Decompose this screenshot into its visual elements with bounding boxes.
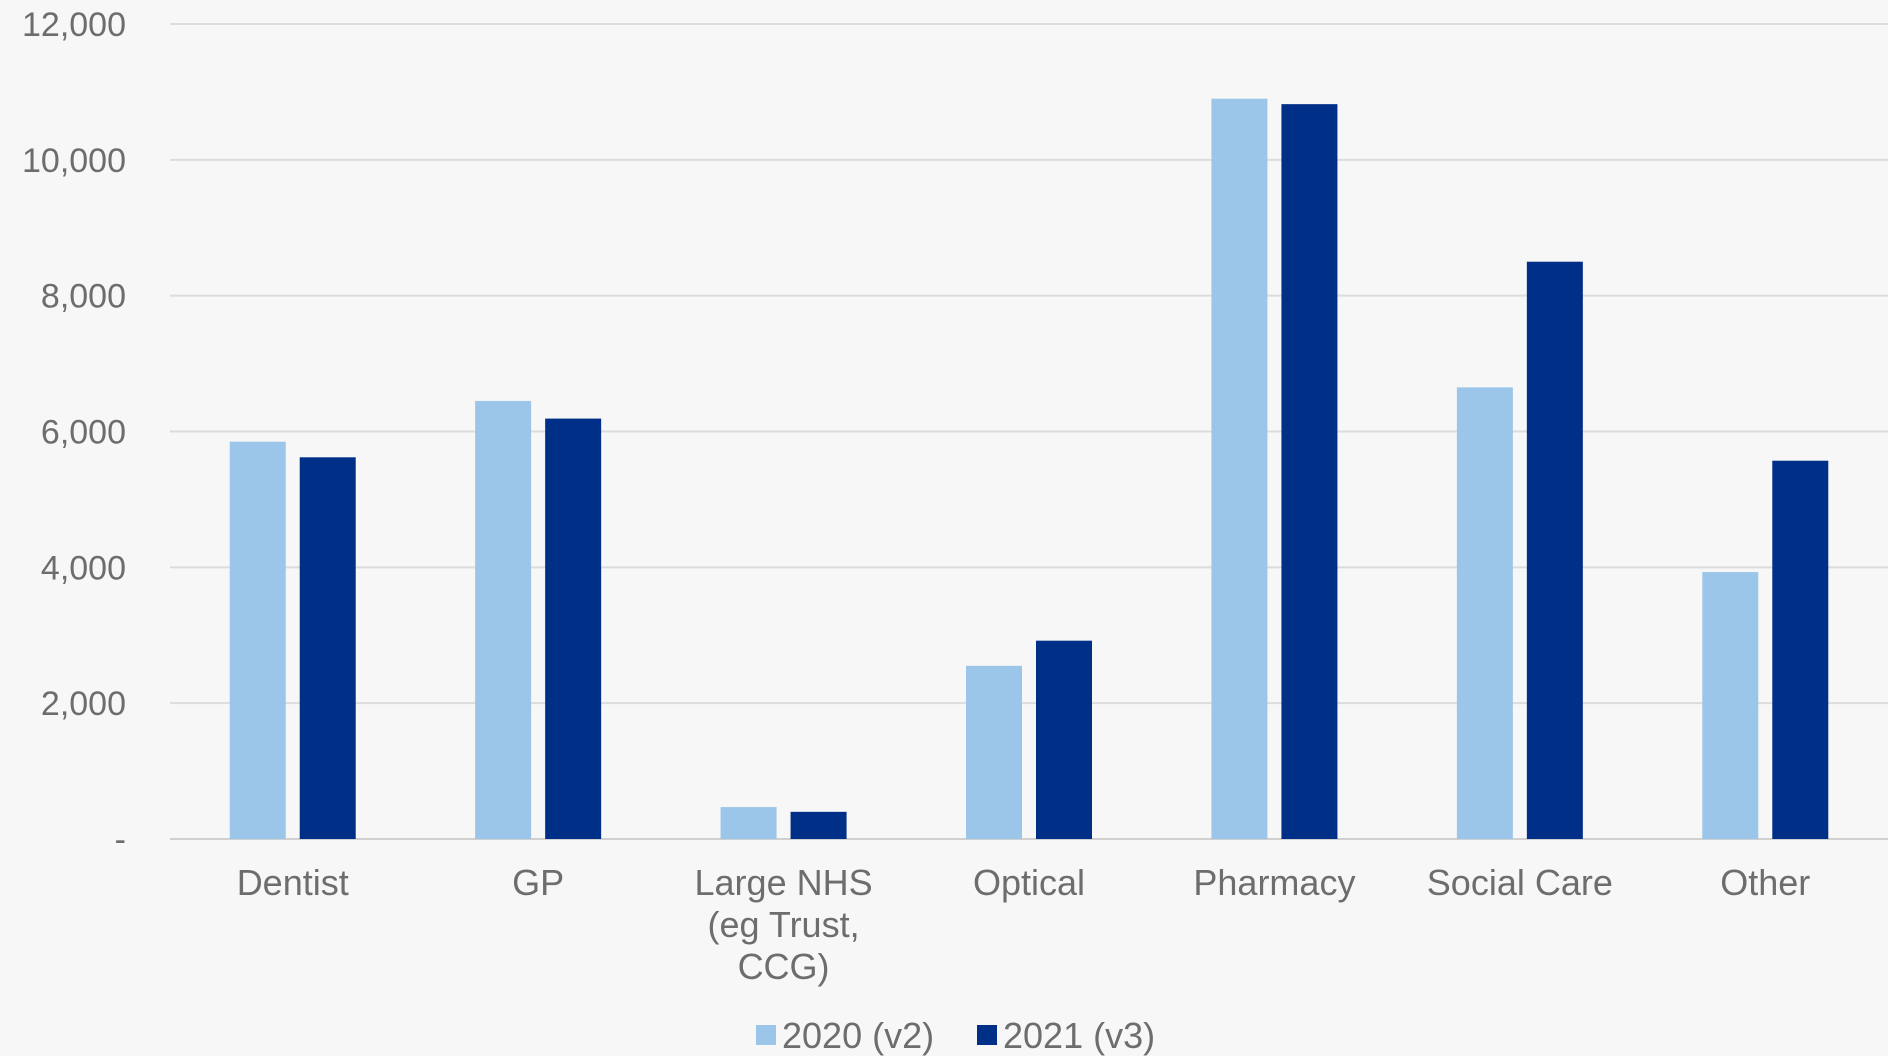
bar-series2	[1772, 460, 1829, 839]
gridlines	[170, 23, 1888, 840]
x-category-label-line: CCG)	[738, 946, 830, 987]
x-axis-category-labels: Dentist GP Large NHS (eg Trust, CCG) Optical P…	[237, 862, 1811, 987]
bar-series1	[1211, 98, 1268, 840]
bar-series1	[1456, 387, 1513, 839]
bar-series1	[1702, 572, 1759, 839]
y-tick-label: 2,000	[41, 685, 126, 723]
y-tick-label: 6,000	[41, 414, 126, 452]
y-tick-label: -	[115, 821, 126, 859]
x-category-label-line: Optical	[973, 862, 1085, 903]
bar-series2	[1526, 261, 1583, 839]
y-tick-label: 8,000	[41, 278, 126, 316]
bar-series2	[299, 457, 356, 839]
legend-swatch	[977, 1025, 997, 1045]
bar-series1	[475, 400, 532, 839]
legend-label: 2021 (v3)	[1003, 1015, 1155, 1056]
legend-label: 2020 (v2)	[782, 1015, 934, 1056]
y-axis-tick-labels: - 2,000 4,000 6,000 8,000 10,000 12,000	[22, 6, 126, 859]
legend-swatch	[756, 1025, 776, 1045]
x-category-label-line: Large NHS	[695, 862, 873, 903]
x-category-label: Social Care	[1427, 862, 1613, 903]
x-category-label-line: Other	[1720, 862, 1810, 903]
bar-series1	[720, 807, 777, 839]
y-tick-label: 4,000	[41, 549, 126, 587]
y-tick-label: 10,000	[22, 142, 126, 180]
x-category-label: Optical	[973, 862, 1085, 903]
bar-series1	[229, 441, 286, 839]
bar-series2	[790, 811, 847, 839]
x-category-label-line: Pharmacy	[1193, 862, 1355, 903]
bar-series2	[545, 418, 602, 839]
x-category-label-line: (eg Trust,	[708, 904, 860, 945]
x-category-label: Other	[1720, 862, 1810, 903]
legend: 2020 (v2) 2021 (v3)	[756, 1015, 1155, 1056]
x-category-label: Dentist	[237, 862, 349, 903]
x-category-label-line: Social Care	[1427, 862, 1613, 903]
y-tick-label: 12,000	[22, 6, 126, 44]
x-category-label-line: Dentist	[237, 862, 349, 903]
x-category-label-line: GP	[512, 862, 564, 903]
bars	[229, 98, 1829, 840]
x-category-label: Large NHS (eg Trust, CCG)	[695, 862, 873, 987]
x-category-label: Pharmacy	[1193, 862, 1355, 903]
bar-series1	[966, 665, 1022, 839]
bar-series2	[1281, 104, 1338, 840]
bar-series2	[1036, 640, 1092, 839]
x-category-label: GP	[512, 862, 564, 903]
